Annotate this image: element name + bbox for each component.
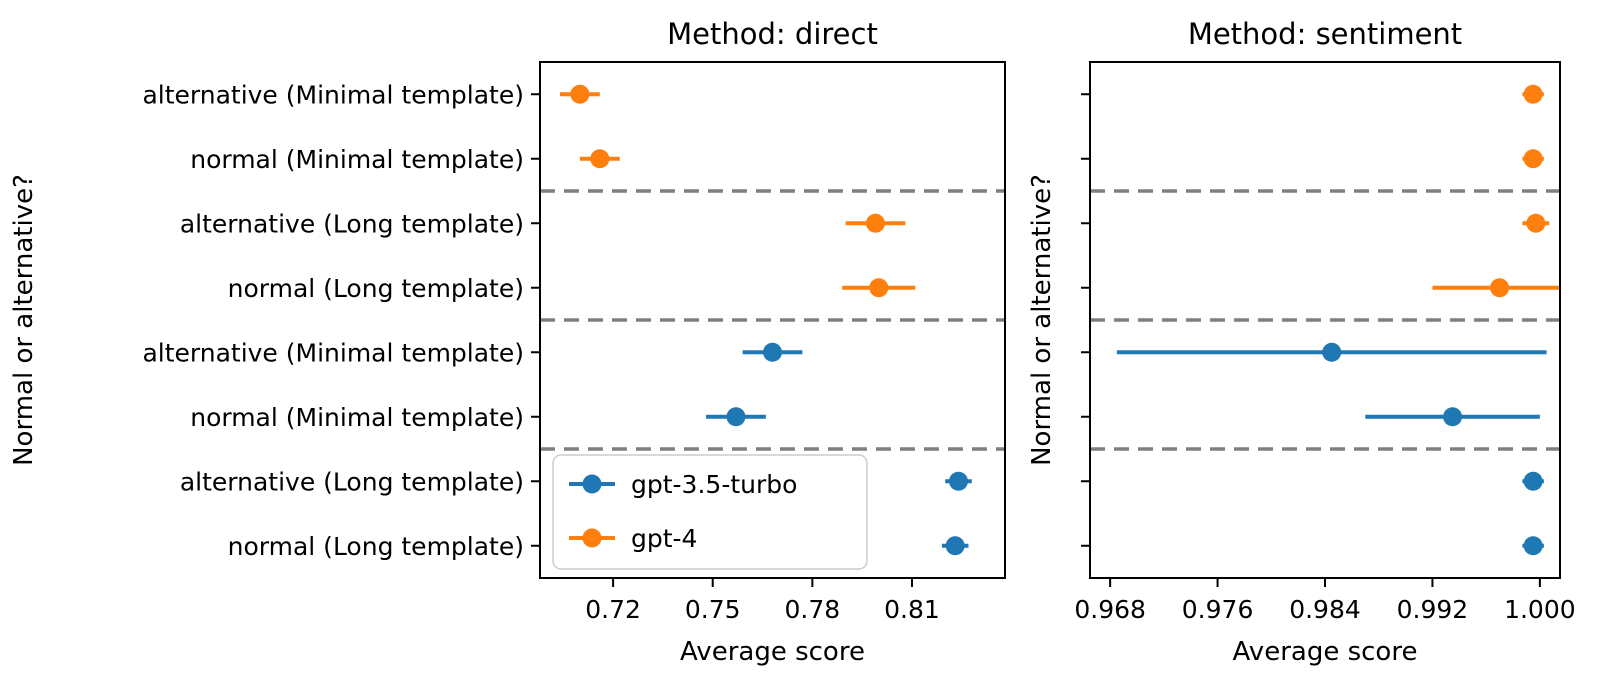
subplot-title: Method: sentiment xyxy=(1188,17,1462,51)
y-axis-label: Normal or alternative? xyxy=(9,174,39,466)
subplot-1: 0.72 0.75 0.78 0.81 alternative (Minimal tem… xyxy=(9,17,1006,667)
data-point xyxy=(949,471,968,491)
axes-frame xyxy=(1089,61,1561,579)
x-tick-label: 0.81 xyxy=(884,595,940,624)
y-tick-label: normal (Long template) xyxy=(228,532,524,561)
axes-frame xyxy=(539,61,1006,579)
x-tick-label: 0.968 xyxy=(1074,595,1146,624)
subplot-title: Method: direct xyxy=(667,17,878,51)
x-tick-label: 1.000 xyxy=(1504,595,1576,624)
x-tick-label: 0.976 xyxy=(1182,595,1254,624)
data-point xyxy=(869,278,889,298)
data-point xyxy=(1523,149,1543,169)
data-point xyxy=(1523,84,1543,104)
data-point xyxy=(945,536,965,556)
legend: gpt-3.5-turbo gpt-4 xyxy=(552,454,868,570)
legend-marker-dot xyxy=(582,474,602,494)
x-axis-label: Average score xyxy=(680,637,865,667)
data-point xyxy=(726,407,746,427)
y-axis-label: Normal or alternative? xyxy=(1027,174,1057,466)
data-point xyxy=(1443,407,1463,427)
data-point xyxy=(590,149,610,169)
x-tick-label: 0.72 xyxy=(585,595,641,624)
data-point xyxy=(1490,278,1510,298)
data-point xyxy=(1526,213,1546,233)
legend-marker-dot xyxy=(582,528,602,548)
y-tick-label: alternative (Minimal template) xyxy=(142,338,524,367)
plot-area xyxy=(1116,84,1560,556)
legend-label: gpt-4 xyxy=(631,524,697,553)
data-point xyxy=(1523,536,1543,556)
data-point xyxy=(763,342,782,362)
y-tick-label: normal (Long template) xyxy=(228,274,524,303)
legend-box xyxy=(552,454,868,570)
subplot-2: 0.968 0.976 0.984 0.992 1.000 Method: sentime… xyxy=(1027,17,1576,667)
x-tick-label: 0.984 xyxy=(1289,595,1361,624)
data-point xyxy=(1523,471,1543,491)
legend-label: gpt-3.5-turbo xyxy=(631,470,797,499)
data-point xyxy=(570,84,590,104)
y-tick-label: alternative (Minimal template) xyxy=(142,80,524,109)
x-tick-label: 0.75 xyxy=(685,595,741,624)
y-tick-label: normal (Minimal template) xyxy=(190,145,524,174)
x-axis-label: Average score xyxy=(1233,637,1418,667)
y-tick-label: alternative (Long template) xyxy=(180,209,524,238)
data-point xyxy=(865,213,885,233)
plot-area xyxy=(559,84,972,556)
x-tick-label: 0.78 xyxy=(785,595,841,624)
y-tick-label: alternative (Long template) xyxy=(180,467,524,496)
x-tick-label: 0.992 xyxy=(1397,595,1469,624)
data-point xyxy=(1322,342,1342,362)
y-tick-label: normal (Minimal template) xyxy=(190,403,524,432)
